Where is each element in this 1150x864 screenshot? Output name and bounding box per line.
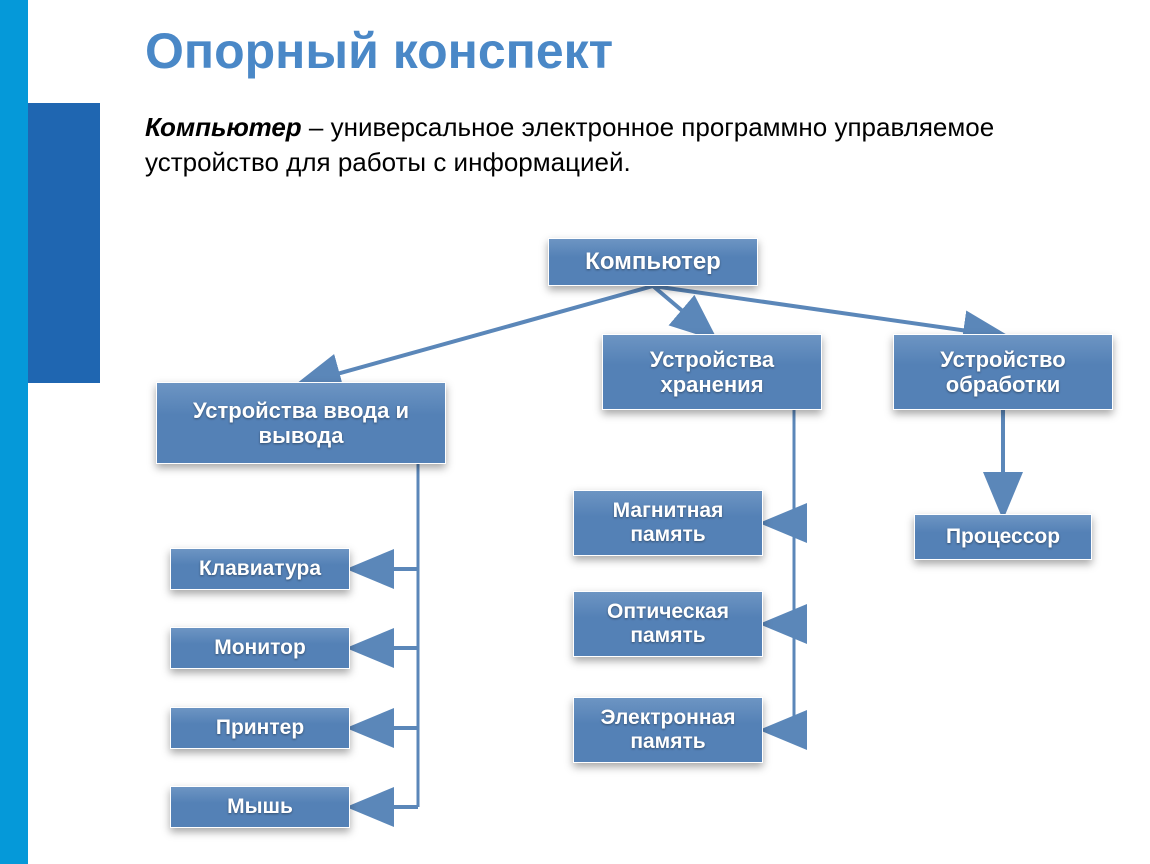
node-leaf-0-2: Принтер — [170, 707, 350, 749]
node-root: Компьютер — [548, 238, 758, 286]
node-leaf-0-1: Монитор — [170, 627, 350, 669]
node-leaf-0-3: Мышь — [170, 786, 350, 828]
node-leaf-0-0: Клавиатура — [170, 548, 350, 590]
node-branch-1: Устройства хранения — [602, 334, 822, 410]
node-leaf-1-1: Оптическая память — [573, 591, 763, 657]
diagram: Компьютер Устройства ввода и вывода Клавиа… — [0, 0, 1150, 864]
node-branch-2: Устройство обработки — [893, 334, 1113, 410]
node-leaf-1-0: Магнитная память — [573, 490, 763, 556]
node-leaf-1-2: Электронная память — [573, 697, 763, 763]
node-branch-0: Устройства ввода и вывода — [156, 382, 446, 464]
node-leaf-2-0: Процессор — [914, 514, 1092, 560]
